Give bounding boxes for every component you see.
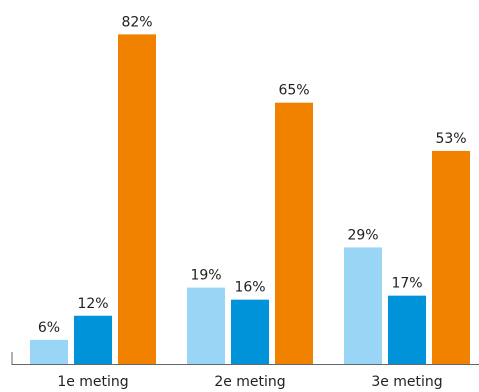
bar-1-1 xyxy=(30,339,68,364)
value-label-2-2: 16% xyxy=(234,280,265,296)
x-tick-label-2: 2e meting xyxy=(214,374,285,390)
bar-3-2 xyxy=(388,295,426,364)
value-label-2-1: 19% xyxy=(190,268,221,284)
bar-1-3 xyxy=(118,34,156,365)
bar-2-3 xyxy=(275,102,313,364)
value-label-1-1: 6% xyxy=(38,320,60,336)
bars-layer xyxy=(30,34,470,365)
bar-1-2 xyxy=(74,315,112,364)
value-labels-layer: 6% 12% 82% 19% 16% 65% 29% 17% 53% xyxy=(38,14,467,336)
x-tick-label-1: 1e meting xyxy=(57,374,128,390)
value-label-1-2: 12% xyxy=(77,296,108,312)
x-axis-tick-labels: 1e meting 2e meting 3e meting xyxy=(57,374,442,390)
value-label-3-3: 53% xyxy=(435,131,466,147)
bar-3-3 xyxy=(432,150,470,364)
value-label-3-2: 17% xyxy=(391,276,422,292)
value-label-1-3: 82% xyxy=(121,14,152,30)
bar-3-1 xyxy=(344,247,382,364)
x-tick-label-3: 3e meting xyxy=(371,374,442,390)
bar-2-1 xyxy=(187,287,225,364)
bar-2-2 xyxy=(231,299,269,364)
value-label-2-3: 65% xyxy=(278,83,309,99)
x-axis-line xyxy=(11,352,479,365)
value-label-3-1: 29% xyxy=(347,227,378,243)
